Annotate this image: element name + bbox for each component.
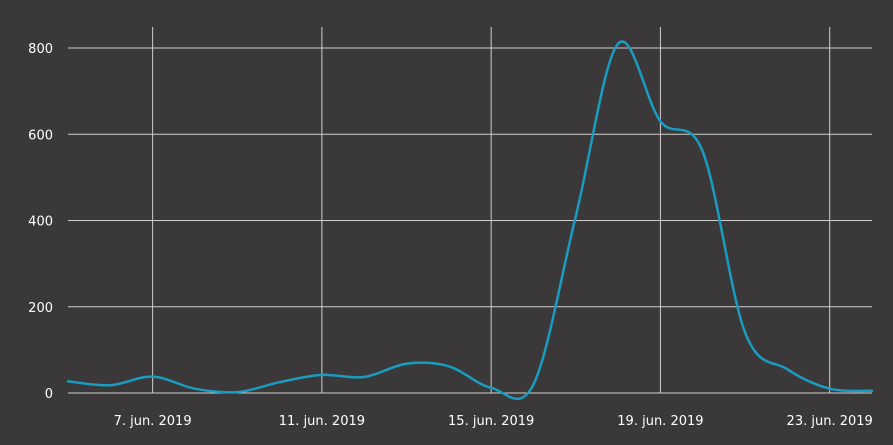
series-line-0 [66, 40, 874, 400]
y-tick-label: 600 [28, 128, 53, 143]
x-axis-labels: 7. jun. 2019 11. jun. 2019 15. jun. 2019 19… [114, 414, 873, 429]
y-tick-label: 800 [28, 42, 53, 57]
y-gridlines [68, 47, 872, 394]
series-layer [66, 40, 874, 400]
x-tick-label: 7. jun. 2019 [114, 414, 192, 429]
y-tick-label: 200 [28, 301, 53, 316]
x-tick-label: 19. jun. 2019 [617, 414, 703, 429]
y-tick-label: 400 [28, 215, 53, 230]
x-gridlines [152, 27, 831, 393]
x-tick-label: 15. jun. 2019 [448, 414, 534, 429]
x-tick-label: 23. jun. 2019 [787, 414, 873, 429]
x-tick-label: 11. jun. 2019 [279, 414, 365, 429]
y-axis-labels: 0 200 400 600 800 [28, 42, 53, 402]
y-tick-label: 0 [45, 387, 53, 402]
